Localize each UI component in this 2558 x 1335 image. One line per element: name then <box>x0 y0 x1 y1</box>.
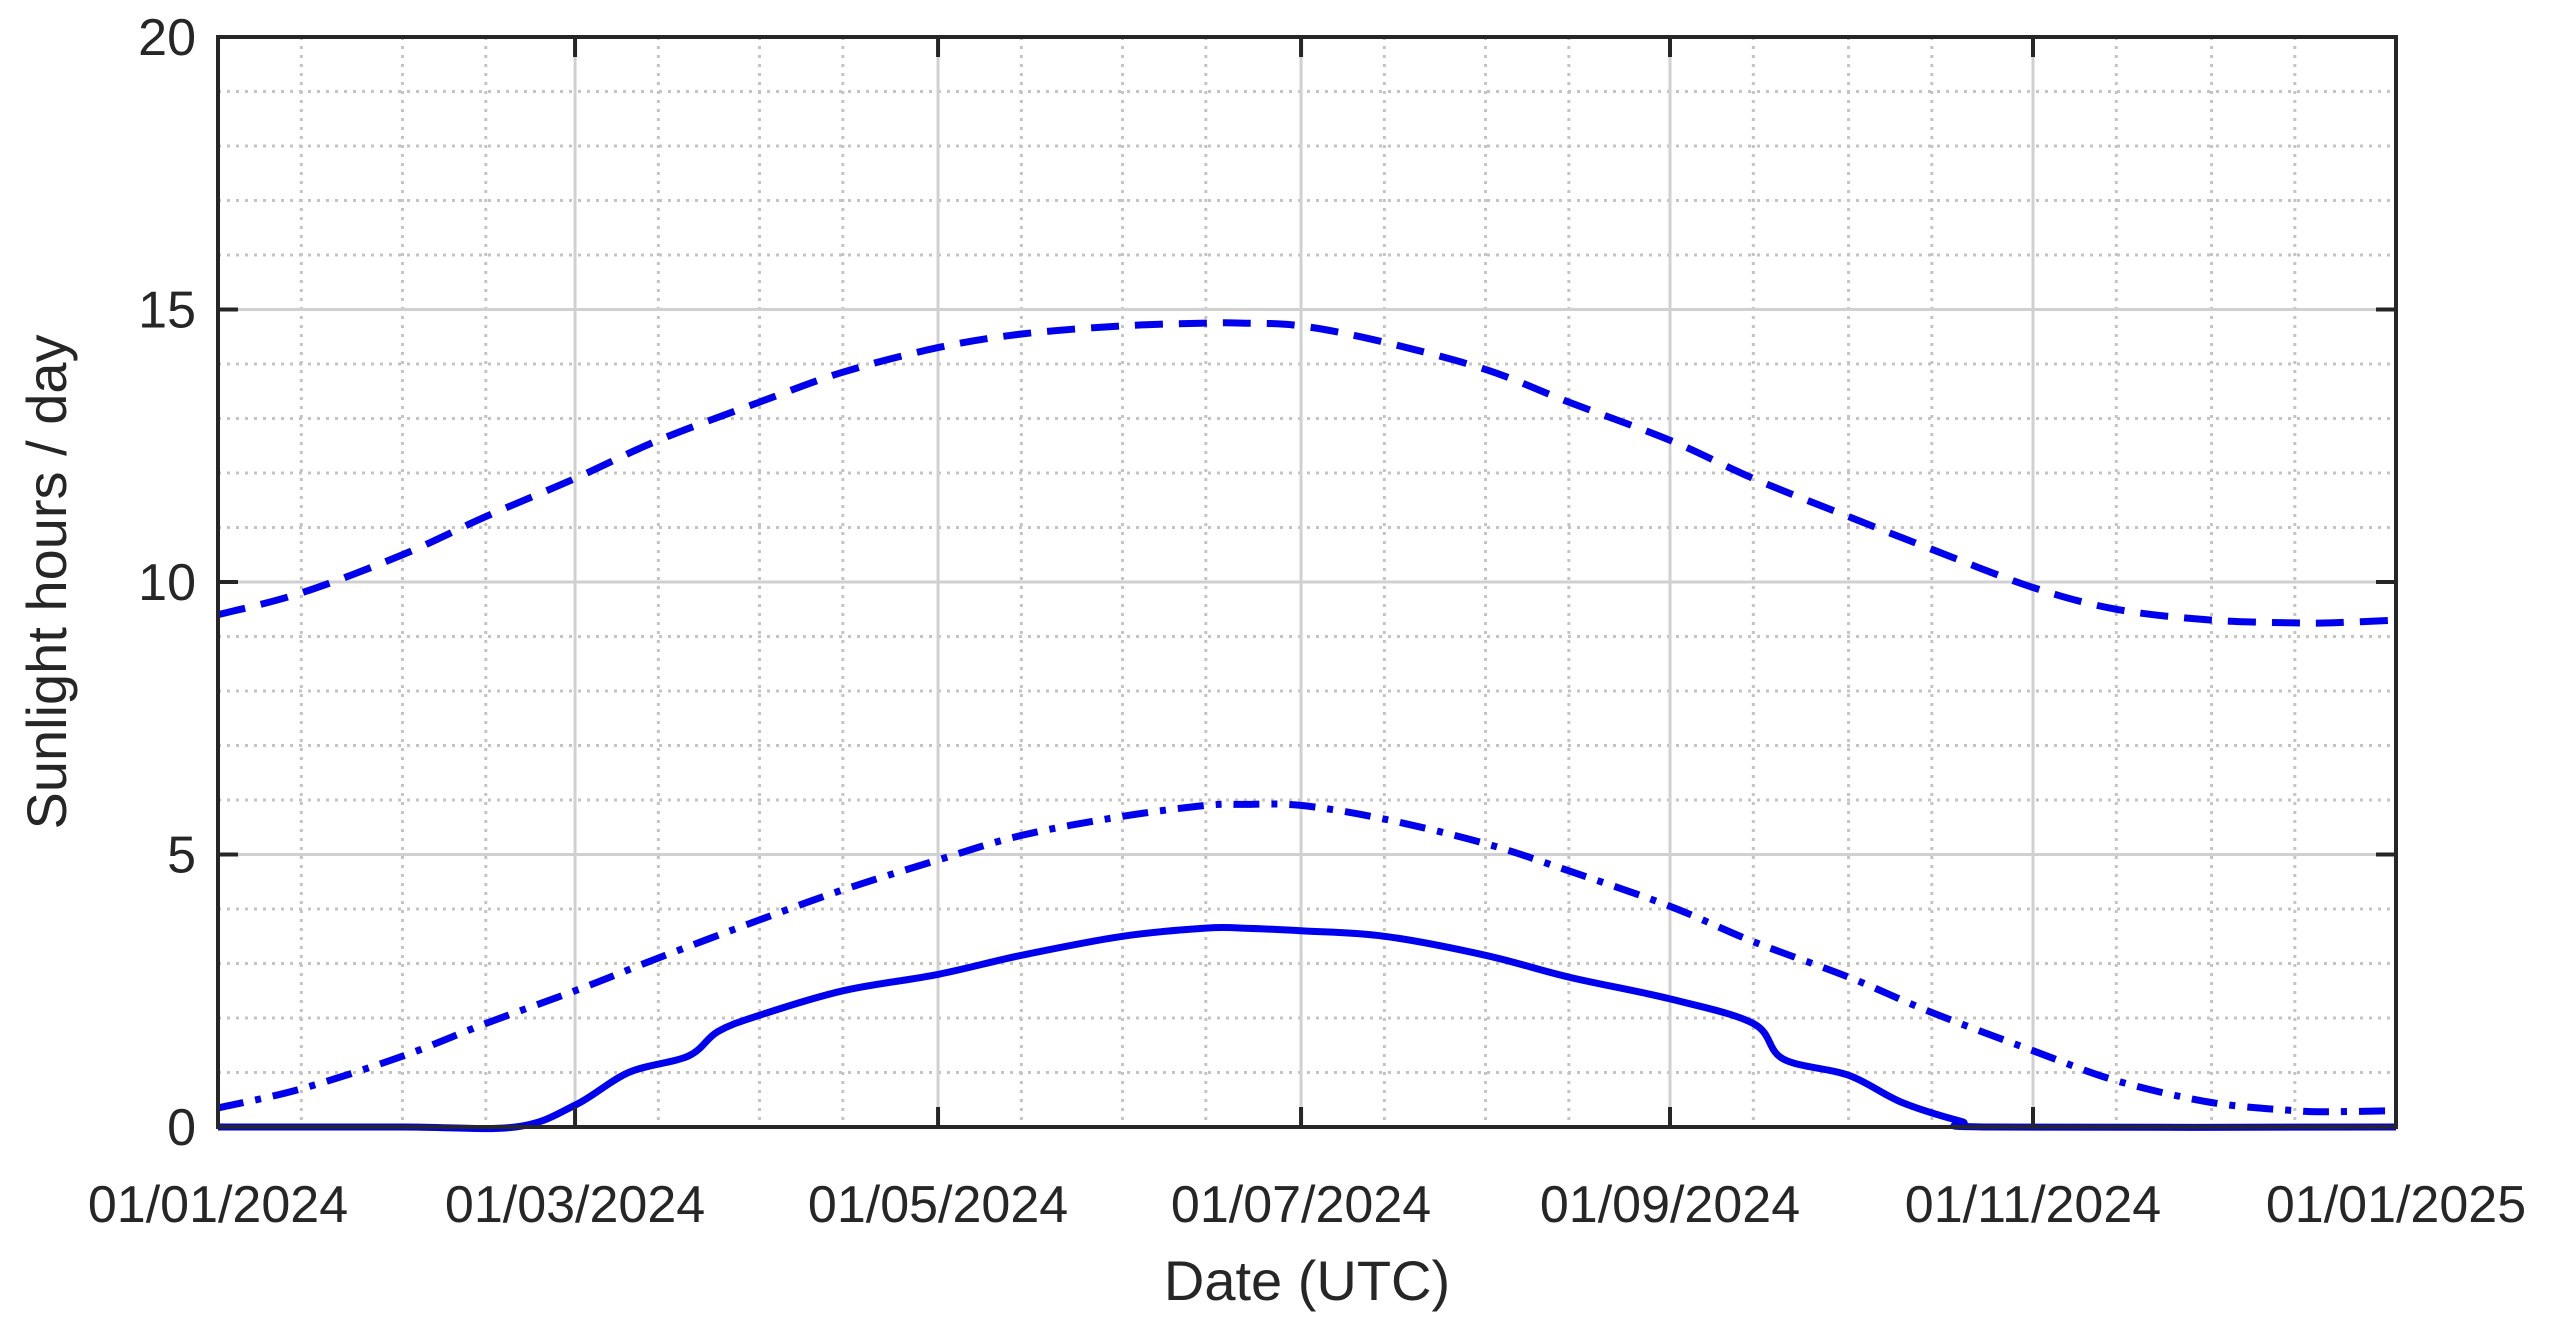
y-tick-label: 10 <box>138 554 196 612</box>
ticks-layer <box>216 35 2398 1129</box>
x-tick-label: 01/11/2024 <box>1905 1176 2161 1234</box>
x-tick-labels: 01/01/2024 01/03/2024 01/05/2024 01/07/2024… <box>88 1176 2526 1234</box>
series-line-dash-dot <box>217 800 2397 1116</box>
minor-grid <box>218 37 2396 1127</box>
x-axis-title: Date (UTC) <box>1164 1249 1450 1312</box>
y-tick-label: 0 <box>167 1099 196 1157</box>
y-tick-label: 5 <box>167 827 196 885</box>
major-grid <box>218 37 2396 1127</box>
y-tick-label: 15 <box>138 282 196 340</box>
y-axis-title: Sunlight hours / day <box>15 335 78 830</box>
x-tick-label: 01/01/2025 <box>2266 1176 2526 1234</box>
x-tick-label: 01/01/2024 <box>88 1176 348 1234</box>
y-tick-labels: 0 5 10 15 20 <box>138 9 196 1157</box>
series-line-solid <box>218 923 2397 1133</box>
x-tick-label: 01/09/2024 <box>1540 1176 1800 1234</box>
series-line-dashed <box>217 319 2397 627</box>
x-tick-label: 01/05/2024 <box>808 1176 1068 1234</box>
x-tick-label: 01/03/2024 <box>445 1176 705 1234</box>
series-layer <box>217 319 2397 1133</box>
x-tick-label: 01/07/2024 <box>1171 1176 1431 1234</box>
y-tick-label: 20 <box>138 9 196 67</box>
